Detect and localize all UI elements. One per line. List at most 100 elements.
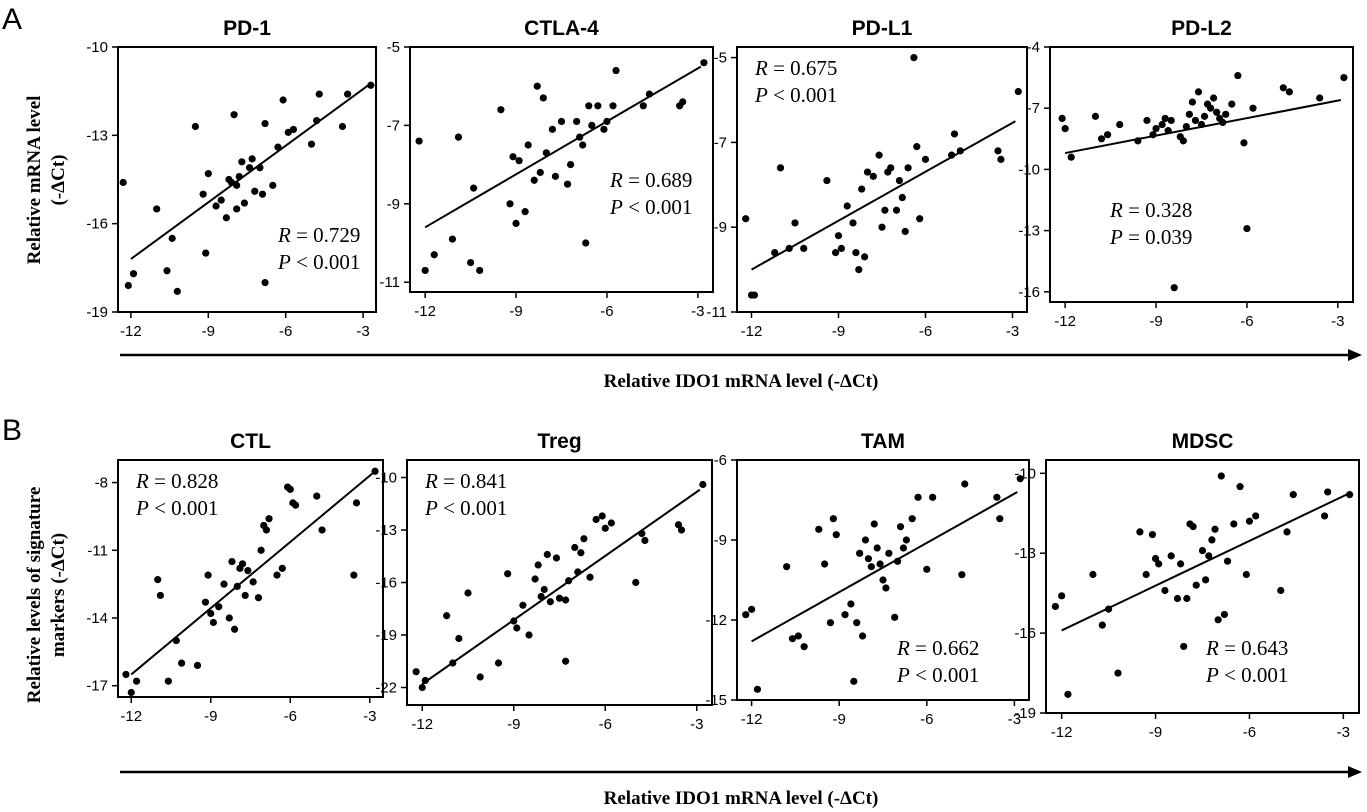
p-symbol: P [135,496,149,520]
data-point [858,632,867,640]
data-point [1192,581,1200,589]
data-point [497,106,505,114]
data-point [891,613,899,621]
data-point [821,560,829,568]
data-point [841,611,849,619]
r-symbol: R [277,223,291,247]
y-tick-label: -13 [375,522,397,539]
data-point [771,249,779,257]
data-point [1142,570,1150,579]
data-point [258,190,267,198]
data-point [240,199,249,207]
data-point [742,611,750,619]
r-value-label: R = 0.675 [754,56,837,80]
data-point [552,554,561,562]
regression-line [421,488,701,685]
data-point [887,164,895,172]
data-point [513,624,521,632]
data-point [1202,576,1210,584]
data-point [286,485,294,493]
data-point [1148,530,1157,539]
x-tick-label: -9 [833,711,846,728]
data-point [278,564,286,572]
y-tick-label: -5 [387,39,400,56]
plot-frame [736,46,1028,313]
data-point [1176,560,1185,568]
data-point [910,54,918,62]
data-point [791,219,799,227]
p-value: < 0.001 [910,663,980,687]
data-point [509,153,517,161]
data-point [273,571,281,579]
row-b-y-axis-label-line2: markers (-ΔCt) [48,533,69,657]
data-point [455,634,463,643]
data-point [902,536,910,544]
data-point [531,575,539,583]
x-tick-label: -9 [1149,313,1162,330]
data-point [504,570,512,578]
data-point [748,605,756,613]
y-tick-label: -10 [1014,465,1036,482]
data-point [674,521,683,529]
data-point [1105,605,1113,613]
data-point [565,577,573,585]
data-point [533,82,541,90]
data-point [908,515,916,523]
y-tick-label: -9 [714,219,727,236]
x-tick-label: -6 [599,716,612,733]
data-point [129,270,138,278]
data-point [1183,594,1191,603]
r-symbol: R [754,56,768,80]
data-point [521,208,529,216]
data-point [350,571,358,579]
data-point [352,499,361,507]
data-point [829,515,837,523]
data-point [156,591,164,600]
p-value: = 0.039 [1123,225,1193,249]
data-point [566,161,575,169]
data-point [178,659,186,667]
data-point [1208,536,1216,544]
data-point [1014,87,1022,96]
data-point [843,202,851,210]
data-point [562,596,570,604]
x-tick-label: -3 [1006,323,1019,340]
r-value-label: R = 0.841 [424,469,507,493]
r-value: = 0.328 [1123,198,1193,222]
data-point [849,219,857,227]
p-value: < 0.001 [149,496,219,520]
plot-frame [409,46,714,293]
data-point [291,501,300,509]
data-point [1220,610,1229,619]
x-tick-label: -12 [741,711,763,728]
data-point [571,543,579,552]
data-point [994,147,1002,155]
data-point [563,180,572,188]
data-point [1222,110,1230,118]
data-point [1320,512,1329,520]
data-point [898,193,906,202]
data-point [318,526,326,534]
data-point [307,140,316,148]
x-tick-label: -12 [1051,724,1073,741]
x-tick-label: -12 [414,303,436,320]
x-tick-label: -6 [1240,313,1253,330]
p-symbol: P [754,83,768,107]
r-value-label: R = 0.643 [1205,636,1288,660]
y-tick-label: -7 [1027,100,1040,117]
data-point [1164,127,1172,135]
y-tick-label: -19 [1014,705,1036,722]
data-point [1245,517,1254,525]
data-point [476,266,484,275]
data-point [519,601,527,609]
data-point [238,158,246,166]
data-point [586,573,594,581]
data-point [742,215,750,223]
data-point [1205,552,1213,560]
plot-frame [1049,46,1354,303]
data-point [1098,621,1106,629]
data-point [227,178,236,187]
chart-title: PD-1 [223,17,271,40]
